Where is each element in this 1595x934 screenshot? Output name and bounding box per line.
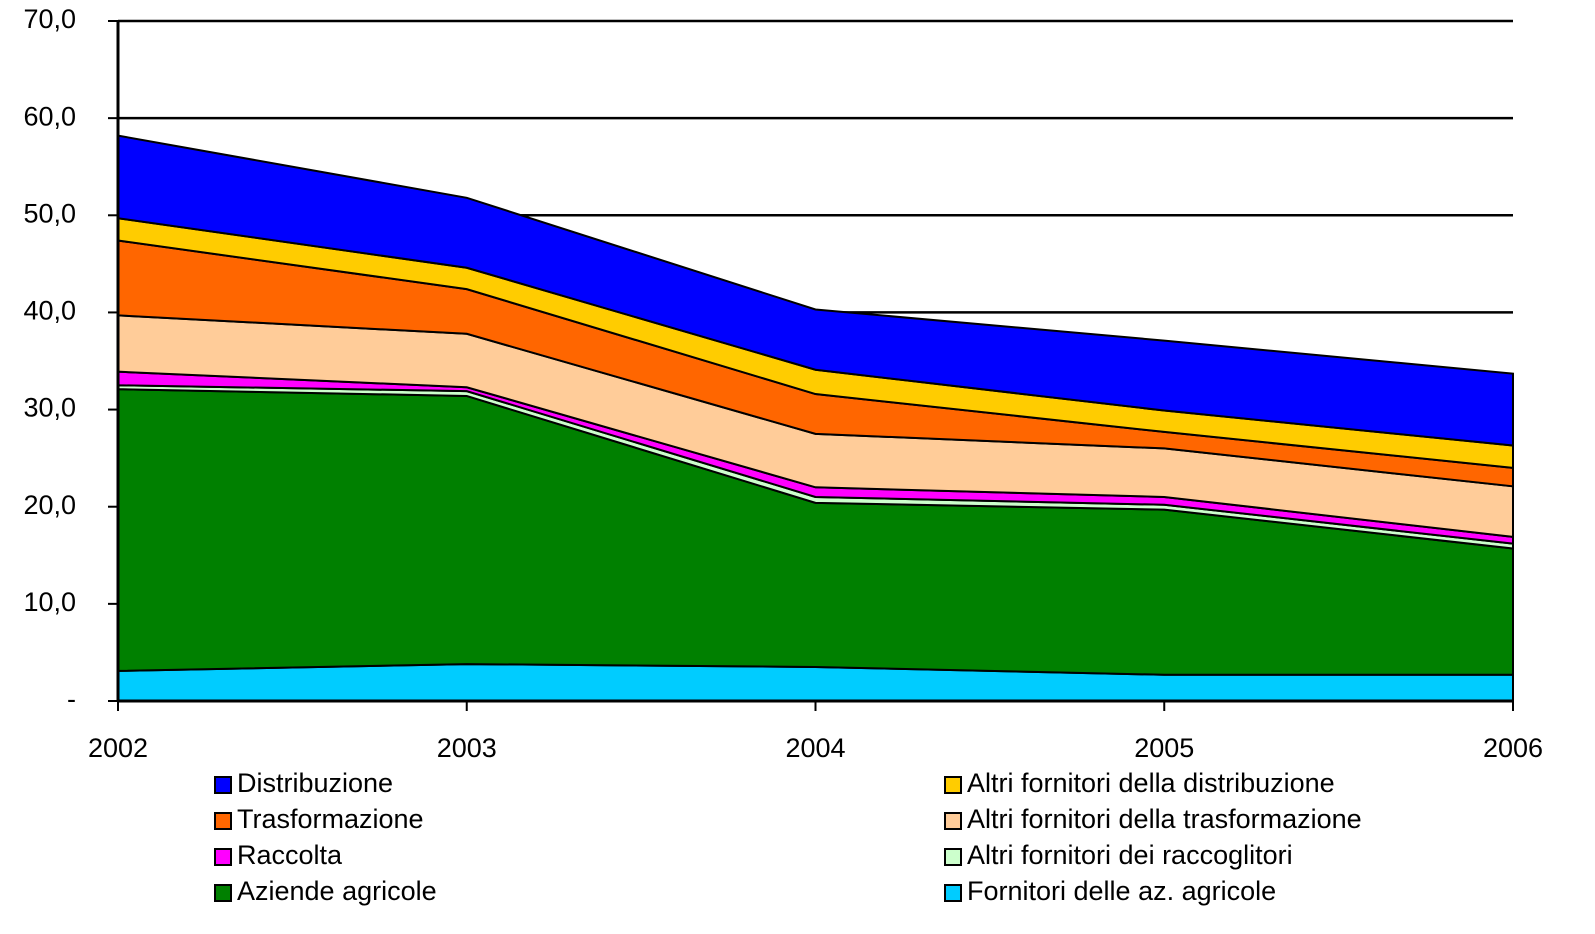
- y-tick-label: 40,0: [23, 296, 76, 326]
- legend-label: Altri fornitori della distribuzione: [967, 768, 1335, 798]
- legend-label: Altri fornitori della trasformazione: [967, 804, 1362, 834]
- legend-swatch: [214, 812, 232, 830]
- y-tick-label: 50,0: [23, 198, 76, 228]
- legend-label: Aziende agricole: [237, 876, 437, 906]
- legend-label: Distribuzione: [237, 768, 393, 798]
- legend-label: Raccolta: [237, 840, 343, 870]
- y-tick-label: 10,0: [23, 587, 76, 617]
- legend-label: Altri fornitori dei raccoglitori: [967, 840, 1293, 870]
- y-tick-label: 30,0: [23, 393, 76, 423]
- y-tick-label: 70,0: [23, 4, 76, 34]
- x-tick-label: 2006: [1483, 733, 1543, 763]
- x-tick-label: 2004: [785, 733, 845, 763]
- legend-swatch: [944, 812, 962, 830]
- legend-swatch: [214, 776, 232, 794]
- legend-swatch: [944, 884, 962, 902]
- y-tick-label: -: [67, 684, 76, 714]
- x-tick-label: 2003: [437, 733, 497, 763]
- legend-swatch: [944, 776, 962, 794]
- area: [117, 134, 1514, 447]
- legend-label: Fornitori delle az. agricole: [967, 876, 1276, 906]
- y-tick-label: 60,0: [23, 101, 76, 131]
- legend-swatch: [214, 848, 232, 866]
- legend-label: Trasformazione: [237, 804, 424, 834]
- legend-swatch: [944, 848, 962, 866]
- x-tick-label: 2002: [88, 733, 148, 763]
- legend-swatch: [214, 884, 232, 902]
- y-tick-label: 20,0: [23, 490, 76, 520]
- x-tick-label: 2005: [1134, 733, 1194, 763]
